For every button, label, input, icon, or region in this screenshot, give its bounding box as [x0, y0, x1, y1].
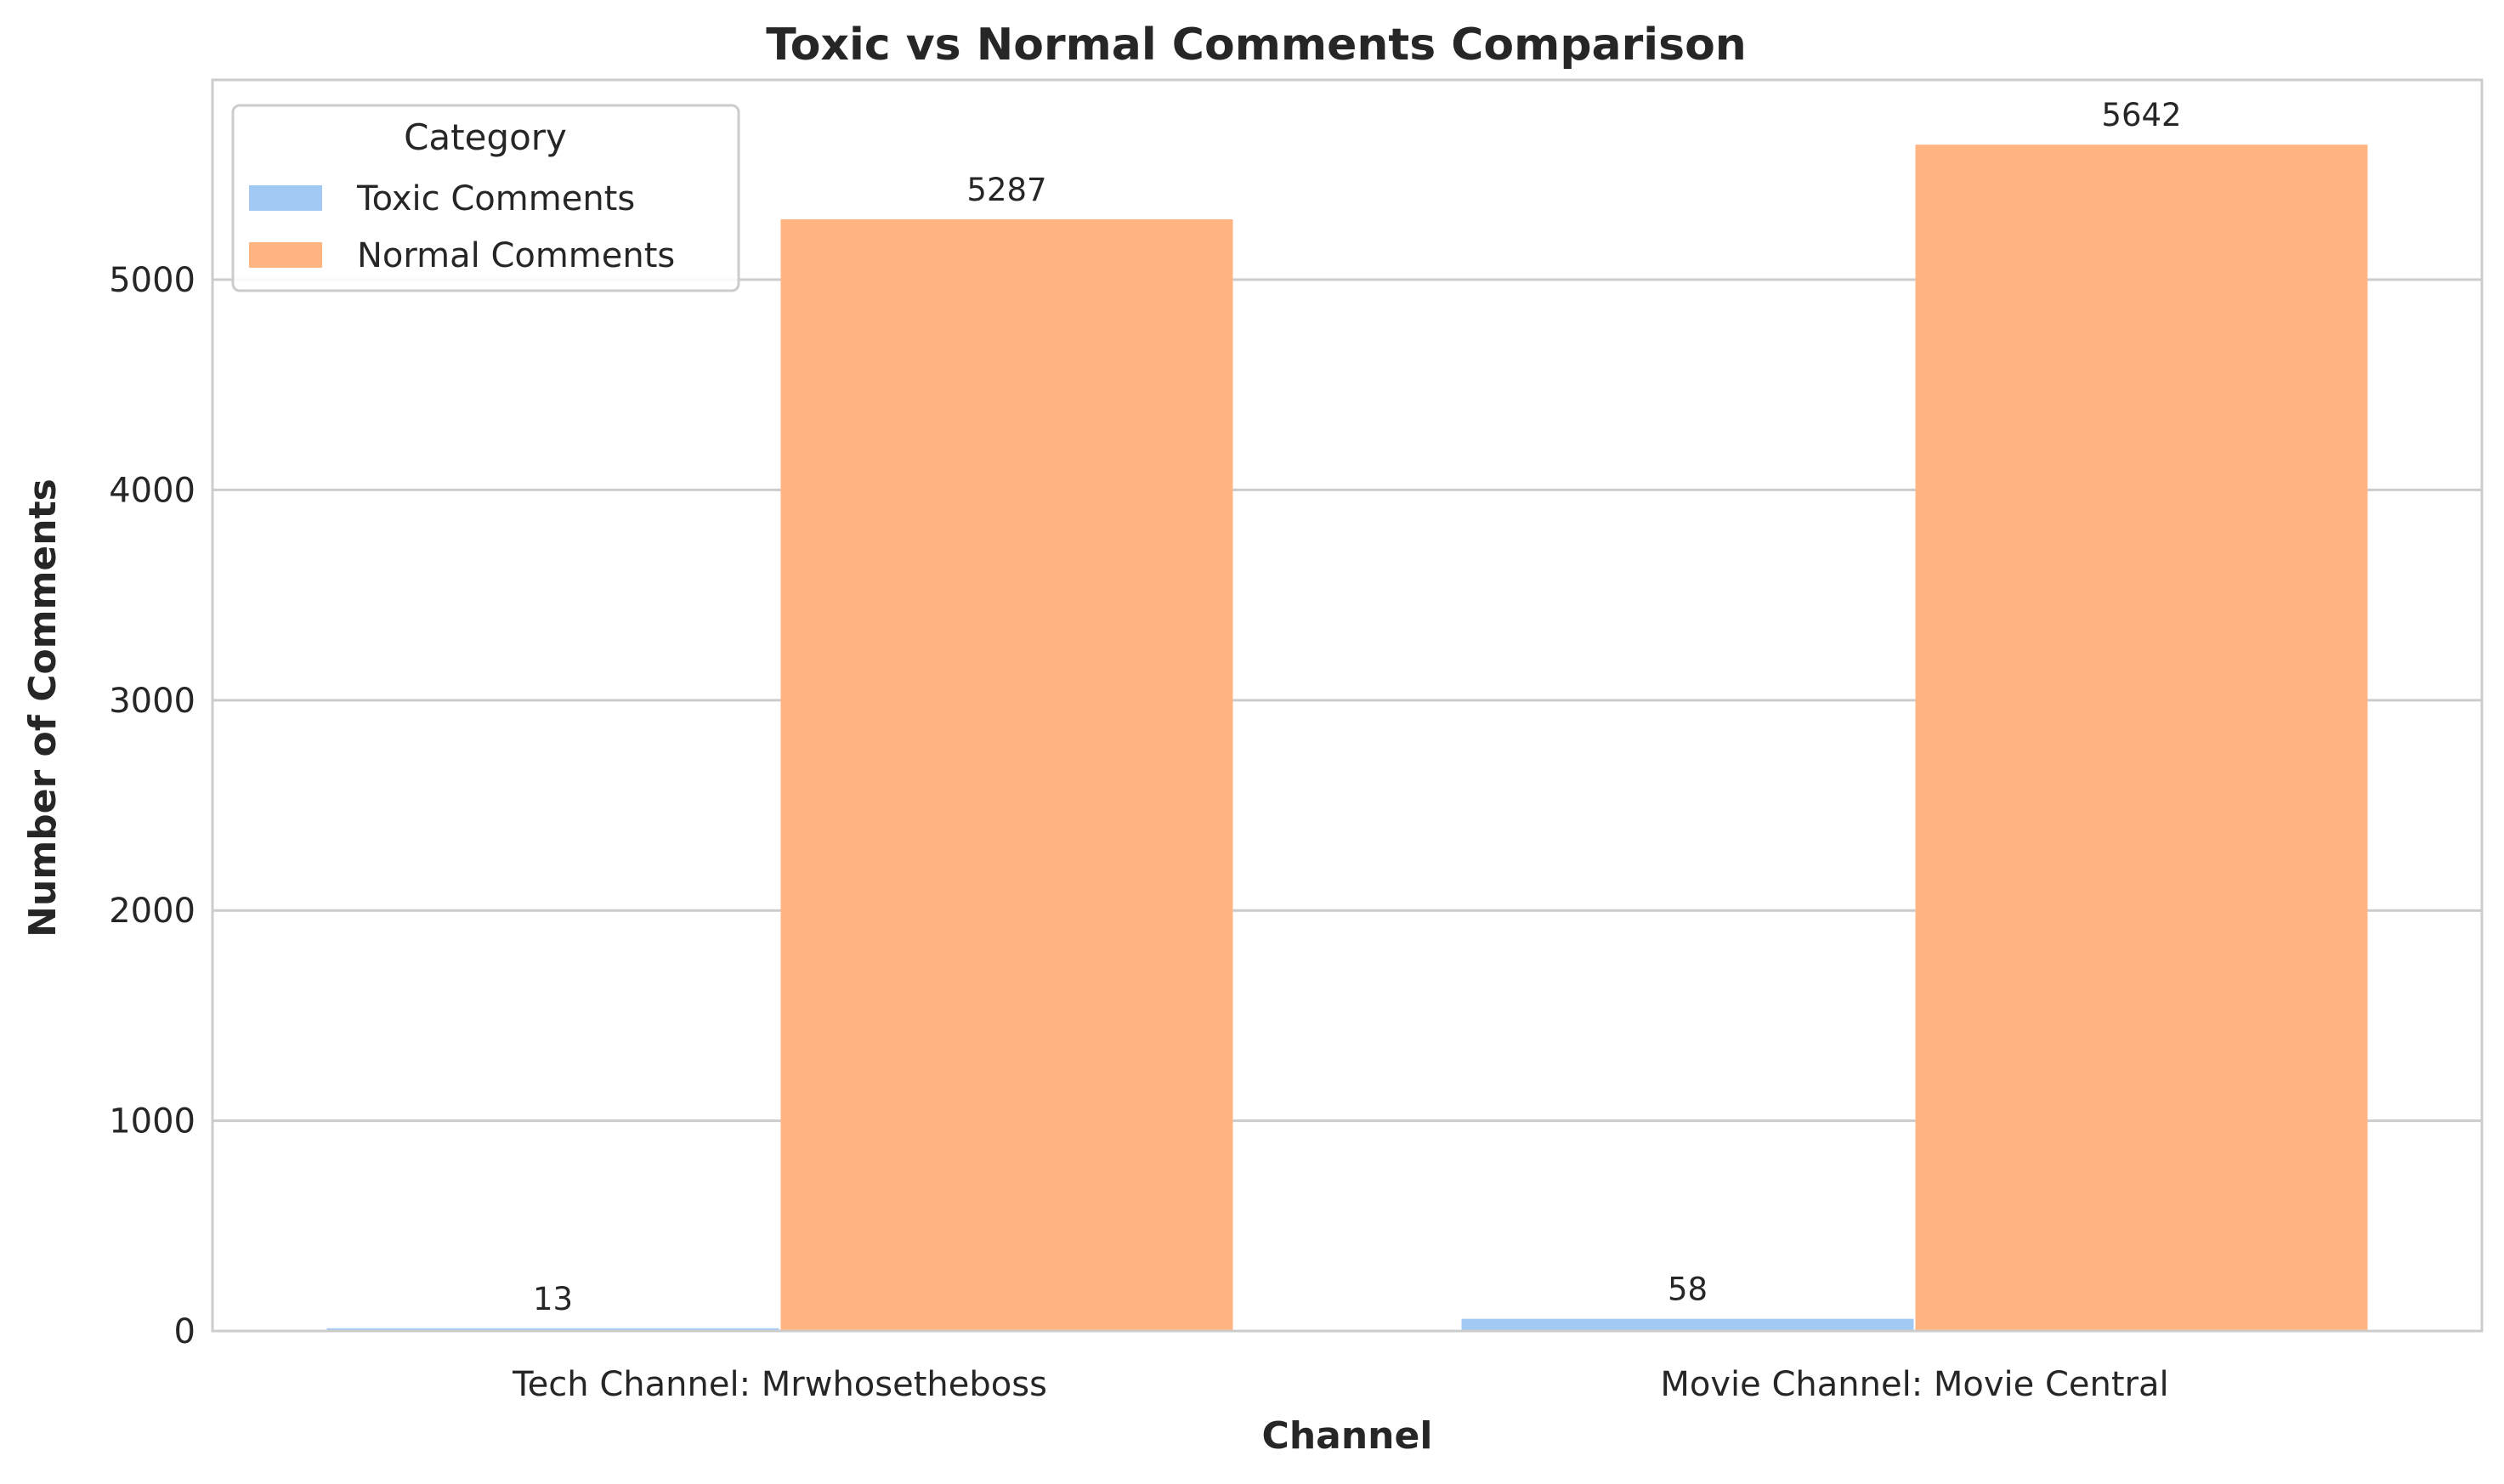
bar-toxic-comments: [326, 1328, 779, 1331]
y-tick-label: 5000: [109, 261, 195, 300]
y-tick-label: 1000: [109, 1102, 195, 1141]
x-tick-labels: Tech Channel: Mrwhosetheboss Movie Channe…: [512, 1365, 2169, 1404]
legend-title: Category: [404, 116, 567, 158]
legend: Category Toxic Comments Normal Comments: [231, 104, 740, 292]
data-label-normal-comments: 5287: [966, 172, 1046, 208]
y-tick-label: 2000: [109, 892, 195, 931]
legend-swatch-toxic: [249, 185, 322, 211]
data-label-toxic-comments: 13: [533, 1281, 573, 1317]
legend-label-normal: Normal Comments: [357, 236, 675, 275]
y-tick-label: 3000: [109, 682, 195, 721]
x-tick-label: Tech Channel: Mrwhosetheboss: [512, 1365, 1047, 1404]
data-labels: 13 5287 58 5642: [533, 97, 2182, 1317]
bar-normal-comments: [780, 219, 1233, 1332]
y-tick-labels: 0 1000 2000 3000 4000 5000: [109, 261, 195, 1351]
y-axis-title: Number of Comments: [21, 479, 65, 937]
bar-toxic-comments: [1461, 1318, 1914, 1331]
bars: [326, 144, 2368, 1332]
chart-title: Toxic vs Normal Comments Comparison: [766, 20, 1747, 71]
bar-normal-comments: [1915, 144, 2368, 1332]
data-label-toxic-comments: 58: [1668, 1272, 1708, 1308]
y-tick-label: 4000: [109, 471, 195, 510]
x-axis-title: Channel: [1262, 1414, 1433, 1458]
x-tick-label: Movie Channel: Movie Central: [1660, 1365, 2168, 1404]
legend-label-toxic: Toxic Comments: [356, 179, 635, 218]
data-label-normal-comments: 5642: [2101, 97, 2181, 133]
plot-frame: [211, 78, 2484, 1333]
legend-swatch-normal: [249, 242, 322, 268]
y-tick-label: 0: [174, 1312, 195, 1351]
legend-box: [231, 104, 740, 292]
